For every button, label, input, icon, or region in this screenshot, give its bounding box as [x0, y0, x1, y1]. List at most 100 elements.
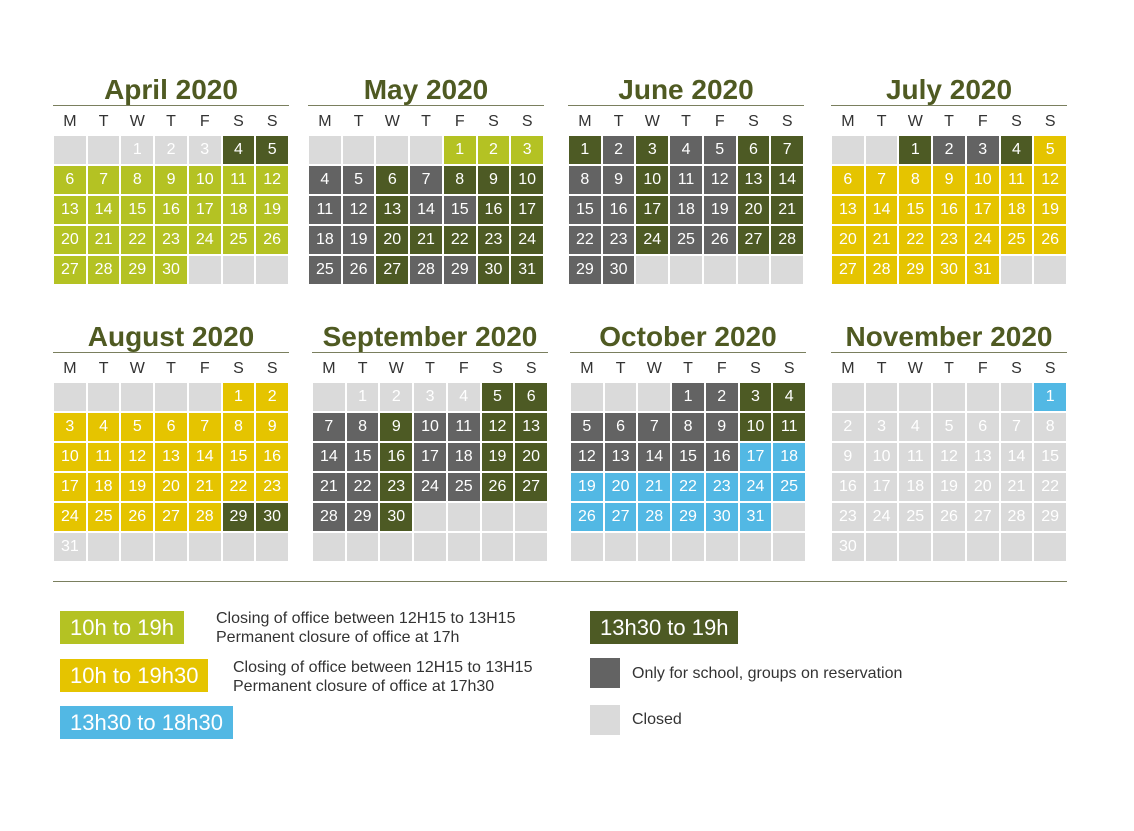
day-cell: 13: [737, 166, 770, 194]
day-cell: 23: [155, 226, 187, 254]
empty-cell: [188, 256, 221, 284]
empty-cell: [604, 383, 637, 411]
day-cell: 10: [188, 166, 221, 194]
month-july: July 2020 M T W T F S S 1 2 3 4 5 6 7 8 9 10 11 12 13 14 15 16 1…: [831, 75, 1067, 285]
empty-cell: [155, 533, 187, 561]
month-title: April 2020: [53, 75, 289, 106]
day-cell: 28: [865, 256, 898, 284]
weekday-label: S: [1044, 360, 1056, 377]
week-row: 16 17 18 19 20 21 22: [831, 472, 1067, 502]
day-cell: 1: [222, 383, 255, 411]
day-cell: 31: [966, 256, 999, 284]
day-cell: 8: [1034, 413, 1067, 441]
empty-cell: [447, 503, 480, 531]
day-cell: 12: [571, 443, 603, 471]
day-cell: 5: [1034, 136, 1067, 164]
week-row: 29 30: [568, 255, 804, 285]
day-cell: 24: [414, 473, 446, 501]
day-cell: 15: [672, 443, 704, 471]
weekday-label: T: [944, 360, 954, 377]
day-cell: 29: [443, 256, 476, 284]
day-cell: 20: [155, 473, 187, 501]
weekday-label: T: [876, 113, 887, 130]
day-cell: 18: [670, 196, 702, 224]
day-cell: 5: [121, 413, 154, 441]
day-cell: 29: [346, 503, 379, 531]
day-cell: 27: [604, 503, 637, 531]
empty-cell: [672, 533, 704, 561]
week-row: 31: [53, 532, 289, 562]
day-cell: 2: [380, 383, 413, 411]
day-cell: 5: [703, 136, 736, 164]
weekday-label: S: [1011, 360, 1022, 377]
empty-cell: [188, 383, 221, 411]
weekday-label: S: [233, 360, 244, 377]
day-cell: 27: [832, 256, 864, 284]
day-cell: 27: [54, 256, 86, 284]
day-cell: 18: [309, 226, 341, 254]
day-cell: 14: [1000, 443, 1033, 471]
weekday-label: W: [384, 113, 400, 130]
day-cell: 15: [346, 443, 379, 471]
week-row: 17 18 19 20 21 22 23: [53, 472, 289, 502]
day-cell: 3: [414, 383, 446, 411]
day-cell: 25: [309, 256, 341, 284]
day-cell: 5: [481, 383, 514, 411]
legend-green-label: 10h to 19h: [70, 615, 174, 640]
day-cell: 28: [410, 256, 442, 284]
day-cell: 19: [121, 473, 154, 501]
empty-cell: [515, 503, 548, 531]
empty-cell: [188, 533, 221, 561]
day-cell: 5: [256, 136, 289, 164]
weekday-label: W: [646, 360, 662, 377]
day-cell: 3: [511, 136, 544, 164]
day-cell: 7: [638, 413, 671, 441]
month-title: July 2020: [831, 75, 1067, 106]
day-cell: 4: [899, 413, 932, 441]
empty-cell: [1000, 533, 1033, 561]
empty-cell: [604, 533, 637, 561]
empty-cell: [121, 383, 154, 411]
day-cell: 20: [966, 473, 999, 501]
week-row: 7 8 9 10 11 12 13: [312, 412, 548, 442]
week-row: 12 13 14 15 16 17 18: [570, 442, 806, 472]
empty-cell: [222, 256, 255, 284]
weekday-label: W: [907, 113, 923, 130]
day-cell: 18: [899, 473, 932, 501]
week-row: 6 7 8 9 10 11 12: [53, 165, 289, 195]
empty-cell: [380, 533, 413, 561]
day-cell: 8: [899, 166, 932, 194]
empty-cell: [414, 533, 446, 561]
legend-yellow-text: Closing of office between 12H15 to 13H15…: [233, 658, 532, 696]
legend-green-line2: Permanent closure of office at 17h: [216, 629, 460, 646]
day-cell: 10: [636, 166, 669, 194]
week-row: 13 14 15 16 17 18 19: [53, 195, 289, 225]
empty-cell: [54, 136, 86, 164]
legend-green-line1: Closing of office between 12H15 to 13H15: [216, 610, 516, 627]
day-cell: 16: [477, 196, 510, 224]
day-cell: 8: [672, 413, 704, 441]
legend-dark-swatch: 13h30 to 19h: [590, 611, 739, 644]
day-cell: 15: [1034, 443, 1067, 471]
day-cell: 25: [222, 226, 255, 254]
legend-light-label: Closed: [632, 711, 682, 728]
day-cell: 23: [602, 226, 635, 254]
divider-line: [53, 581, 1067, 582]
empty-cell: [966, 383, 999, 411]
day-cell: 3: [865, 413, 898, 441]
weekday-label: S: [783, 360, 795, 377]
day-cell: 13: [966, 443, 999, 471]
day-cell: 12: [256, 166, 289, 194]
day-cell: 21: [638, 473, 671, 501]
empty-cell: [832, 136, 864, 164]
day-cell: 12: [481, 413, 514, 441]
legend-yellow-line2: Permanent closure of office at 17h30: [233, 678, 495, 695]
legend-blue-swatch: 13h30 to 18h30: [60, 706, 233, 739]
day-cell: 2: [705, 383, 738, 411]
weekday-label: T: [613, 113, 624, 130]
week-row: 30: [831, 532, 1067, 562]
day-cell: 22: [899, 226, 932, 254]
weekday-label: F: [977, 113, 988, 130]
weekday-label: F: [199, 113, 210, 130]
weekday-label: W: [129, 113, 145, 130]
